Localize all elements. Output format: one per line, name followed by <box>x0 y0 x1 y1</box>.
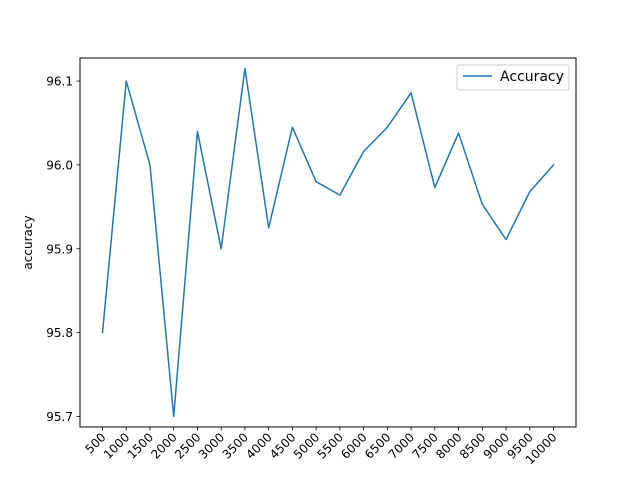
x-tick-label: 3500 <box>220 430 251 461</box>
plot-frame <box>80 58 576 427</box>
y-tick-label: 95.7 <box>46 410 73 424</box>
x-tick-label: 7500 <box>409 430 440 461</box>
x-tick-label: 8000 <box>433 430 464 461</box>
x-tick-label: 3000 <box>196 430 227 461</box>
y-tick-label: 95.9 <box>46 242 73 256</box>
y-axis: 95.7 95.8 95.9 96.0 96.1 <box>46 75 80 424</box>
series-layer <box>102 68 553 416</box>
y-tick-label: 96.1 <box>46 75 73 89</box>
legend: Accuracy <box>457 65 569 90</box>
x-tick-label: 5500 <box>314 430 345 461</box>
x-tick-label: 6500 <box>362 430 393 461</box>
x-tick-label: 2000 <box>148 430 179 461</box>
x-tick-label: 5000 <box>291 430 322 461</box>
x-tick-label: 8500 <box>457 430 488 461</box>
x-tick-label: 2500 <box>172 430 203 461</box>
y-tick-label: 95.8 <box>46 326 73 340</box>
x-tick-label: 9000 <box>481 430 512 461</box>
x-tick-label: 4000 <box>243 430 274 461</box>
legend-label-accuracy: Accuracy <box>500 69 564 85</box>
x-tick-label: 1000 <box>101 430 132 461</box>
x-tick-label: 4500 <box>267 430 298 461</box>
x-tick-label: 7000 <box>386 430 417 461</box>
x-tick-label: 1500 <box>125 430 156 461</box>
y-axis-label: accuracy <box>21 215 35 269</box>
y-tick-label: 96.0 <box>46 158 73 172</box>
x-axis: 5001000150020002500300035004000450050005… <box>83 427 560 467</box>
x-tick-label: 6000 <box>338 430 369 461</box>
series-line-accuracy <box>103 68 554 416</box>
